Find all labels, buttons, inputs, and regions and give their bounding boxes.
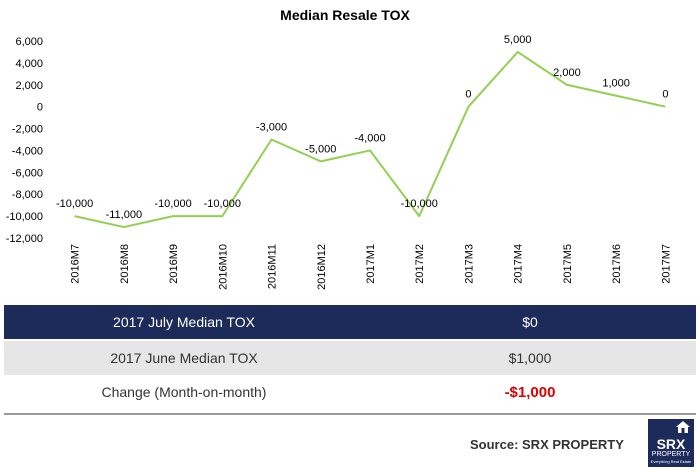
x-tick-label: 2016M10 [217, 244, 229, 290]
data-label: -5,000 [305, 143, 336, 155]
current-median-value: $0 [522, 314, 538, 330]
data-label: -10,000 [56, 198, 93, 210]
line-chart: Median Resale TOX 6,000 4,000 2,000 0 -2,000… [6, 7, 673, 290]
summary-row-current: 2017 July Median TOX $0 [4, 305, 696, 339]
x-tick-label: 2016M12 [316, 244, 328, 290]
data-labels: -10,000 -11,000 -10,000 -10,000 -3,000 -5,000… [56, 34, 668, 221]
y-tick-label: -6,000 [12, 167, 43, 179]
data-label: -10,000 [154, 198, 191, 210]
data-label: -10,000 [204, 198, 241, 210]
series-line [74, 50, 666, 229]
x-tick-label: 2016M7 [70, 244, 82, 284]
y-axis: 6,000 4,000 2,000 0 -2,000 -4,000 -6,000 -8,000… [6, 36, 43, 245]
logo-sub: PROPERTY [651, 451, 691, 458]
x-tick-label: 2016M11 [267, 244, 279, 289]
data-label: 1,000 [602, 78, 630, 90]
x-tick-label: 2017M5 [562, 244, 574, 284]
data-label: -3,000 [256, 122, 287, 134]
source-text: Source: SRX PROPERTY [470, 437, 624, 452]
change-value: -$1,000 [504, 383, 556, 401]
current-median-label: 2017 July Median TOX [113, 314, 255, 330]
data-label: 0 [662, 89, 668, 101]
y-tick-label: 0 [37, 102, 43, 114]
x-tick-label: 2017M7 [660, 244, 672, 284]
y-tick-label: -12,000 [6, 233, 43, 245]
x-tick-label: 2017M4 [513, 244, 525, 284]
y-tick-label: 4,000 [15, 58, 43, 70]
x-tick-label: 2017M3 [463, 244, 475, 284]
summary-row-previous: 2017 June Median TOX $1,000 [4, 339, 696, 375]
series-line-group [74, 50, 666, 229]
house-icon [676, 421, 690, 433]
data-label: -4,000 [354, 132, 385, 144]
data-label: 2,000 [553, 67, 581, 79]
data-label: -10,000 [401, 198, 438, 210]
y-tick-label: -10,000 [6, 211, 43, 223]
data-label: -11,000 [106, 209, 143, 221]
x-tick-label: 2017M1 [365, 244, 377, 284]
chart-title: Median Resale TOX [280, 7, 410, 23]
y-tick-label: 2,000 [15, 80, 43, 92]
x-axis: 2016M7 2016M8 2016M9 2016M10 2016M11 2016M12 2… [70, 244, 673, 290]
y-tick-label: -8,000 [12, 189, 43, 201]
y-tick-label: -4,000 [12, 145, 43, 157]
data-label: 0 [465, 89, 471, 101]
logo-brand: SRX [656, 436, 686, 452]
x-tick-label: 2016M9 [168, 244, 180, 284]
data-label: 5,000 [504, 34, 532, 46]
change-label: Change (Month-on-month) [101, 384, 267, 400]
y-tick-label: -2,000 [12, 124, 43, 136]
x-tick-label: 2017M2 [414, 244, 426, 284]
x-tick-label: 2017M6 [611, 244, 623, 284]
summary-row-change: Change (Month-on-month) -$1,000 [4, 375, 696, 409]
summary-table: 2017 July Median TOX $0 2017 June Median… [4, 305, 696, 415]
x-tick-label: 2016M8 [119, 244, 131, 284]
previous-median-label: 2017 June Median TOX [110, 350, 258, 366]
logo-tagline: Everything Real Estate [650, 459, 692, 464]
previous-median-value: $1,000 [508, 350, 552, 366]
srx-logo: SRX PROPERTY Everything Real Estate [648, 419, 694, 467]
summary-divider [4, 413, 696, 415]
y-tick-label: 6,000 [15, 36, 43, 48]
